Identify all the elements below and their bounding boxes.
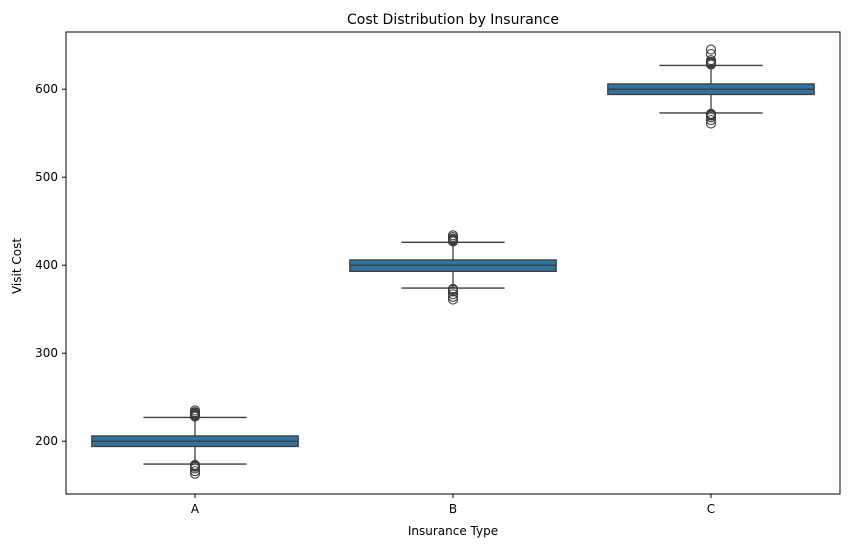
- axes: 200 300 400 500 600 A B C: [35, 31, 841, 516]
- outlier-point: [705, 108, 717, 119]
- outlier-point: [189, 459, 201, 471]
- x-tick-label: B: [449, 502, 457, 516]
- y-tick-label: 500: [35, 170, 58, 184]
- y-axis-label: Visit Cost: [10, 238, 24, 294]
- outlier-point: [189, 466, 201, 477]
- outlier-point: [705, 114, 717, 126]
- outlier-point: [705, 44, 717, 55]
- outlier-point: [705, 48, 717, 60]
- y-tick-label: 400: [35, 258, 58, 272]
- x-tick-label: A: [191, 502, 200, 516]
- y-tick-label: 200: [35, 434, 58, 448]
- outlier-point: [447, 283, 459, 295]
- outlier-point: [189, 405, 201, 416]
- outlier-point: [447, 289, 459, 300]
- box-group-C: [607, 44, 815, 129]
- x-axis-label: Insurance Type: [408, 524, 498, 538]
- outlier-point: [447, 294, 459, 305]
- chart-title: Cost Distribution by Insurance: [347, 12, 559, 28]
- plot-area: [91, 44, 815, 479]
- box-group-B: [349, 230, 557, 305]
- y-tick-label: 300: [35, 346, 58, 360]
- outlier-point: [447, 291, 459, 302]
- x-tick-label: C: [707, 502, 715, 516]
- outlier-point: [447, 230, 459, 241]
- y-tick-label: 600: [35, 82, 58, 96]
- outlier-point: [705, 55, 717, 66]
- box-group-A: [91, 405, 299, 479]
